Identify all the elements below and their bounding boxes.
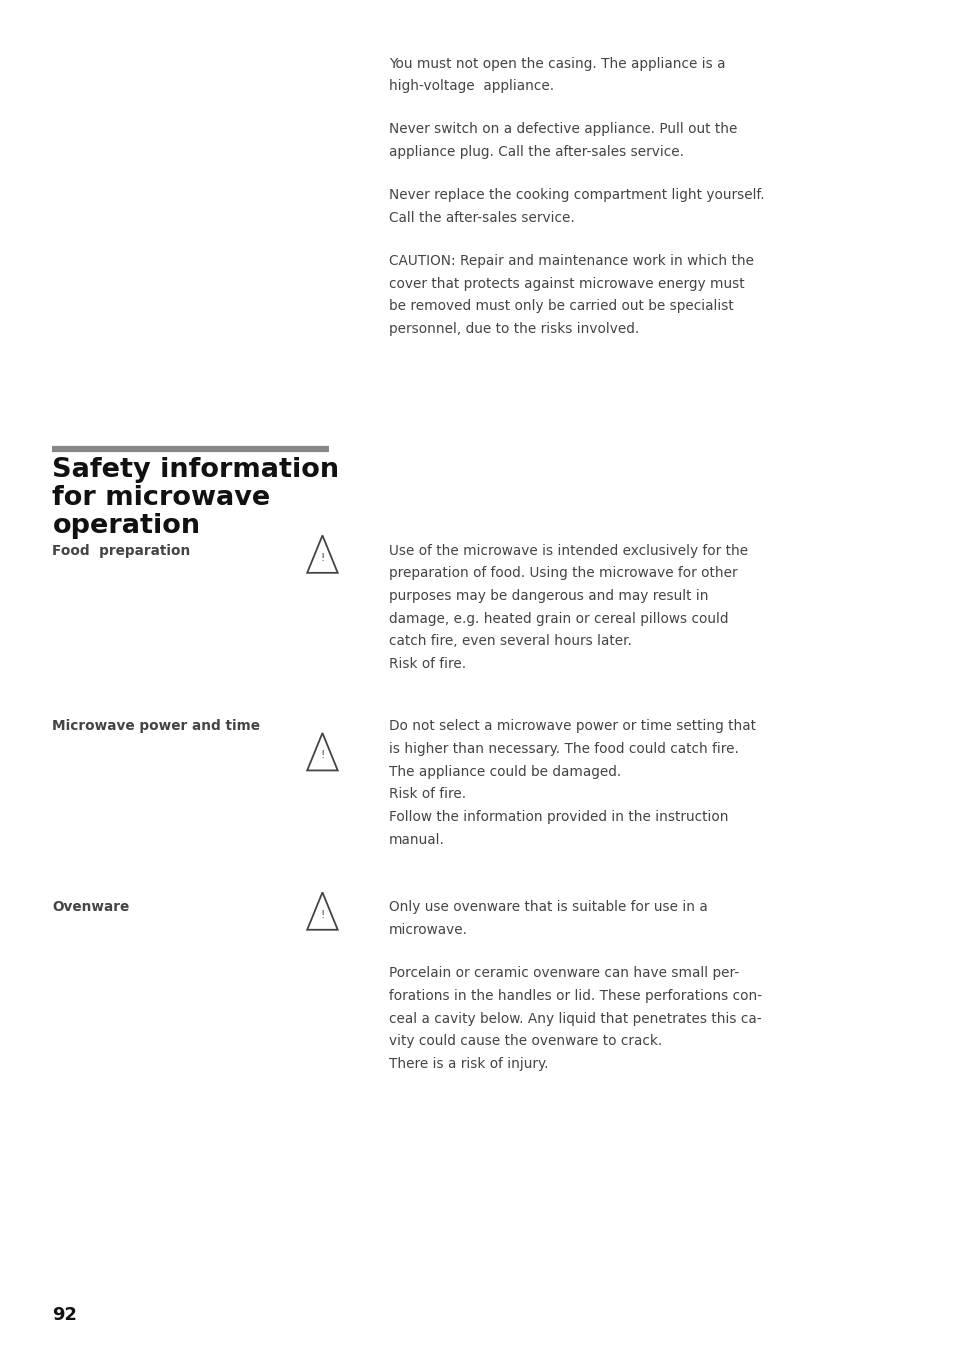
Text: The appliance could be damaged.: The appliance could be damaged. [389, 765, 620, 779]
Text: high-voltage  appliance.: high-voltage appliance. [389, 80, 554, 93]
Text: Microwave power and time: Microwave power and time [52, 719, 260, 733]
Text: Never switch on a defective appliance. Pull out the: Never switch on a defective appliance. P… [389, 123, 737, 137]
Text: 92: 92 [52, 1306, 77, 1324]
Text: cover that protects against microwave energy must: cover that protects against microwave en… [389, 277, 744, 291]
Text: ceal a cavity below. Any liquid that penetrates this ca-: ceal a cavity below. Any liquid that pen… [389, 1011, 761, 1026]
Text: forations in the handles or lid. These perforations con-: forations in the handles or lid. These p… [389, 988, 761, 1003]
Text: purposes may be dangerous and may result in: purposes may be dangerous and may result… [389, 589, 708, 603]
Text: You must not open the casing. The appliance is a: You must not open the casing. The applia… [389, 57, 725, 70]
Text: personnel, due to the risks involved.: personnel, due to the risks involved. [389, 322, 639, 337]
Text: Use of the microwave is intended exclusively for the: Use of the microwave is intended exclusi… [389, 544, 747, 557]
Text: Never replace the cooking compartment light yourself.: Never replace the cooking compartment li… [389, 188, 764, 203]
Text: Only use ovenware that is suitable for use in a: Only use ovenware that is suitable for u… [389, 900, 707, 914]
Text: Call the after-sales service.: Call the after-sales service. [389, 211, 575, 224]
Text: be removed must only be carried out be specialist: be removed must only be carried out be s… [389, 299, 733, 314]
Text: Ovenware: Ovenware [52, 900, 130, 914]
Text: !: ! [320, 750, 324, 760]
Text: !: ! [320, 910, 324, 919]
Text: CAUTION: Repair and maintenance work in which the: CAUTION: Repair and maintenance work in … [389, 254, 754, 268]
Text: manual.: manual. [389, 833, 445, 846]
Text: There is a risk of injury.: There is a risk of injury. [389, 1057, 548, 1071]
Text: appliance plug. Call the after-sales service.: appliance plug. Call the after-sales ser… [389, 145, 683, 160]
Text: Food  preparation: Food preparation [52, 544, 191, 557]
Text: Porcelain or ceramic ovenware can have small per-: Porcelain or ceramic ovenware can have s… [389, 967, 739, 980]
Text: is higher than necessary. The food could catch fire.: is higher than necessary. The food could… [389, 742, 739, 756]
Text: Safety information
for microwave
operation: Safety information for microwave operati… [52, 457, 339, 539]
Text: vity could cause the ovenware to crack.: vity could cause the ovenware to crack. [389, 1034, 661, 1048]
Text: Follow the information provided in the instruction: Follow the information provided in the i… [389, 810, 728, 825]
Text: catch fire, even several hours later.: catch fire, even several hours later. [389, 634, 632, 649]
Text: Risk of fire.: Risk of fire. [389, 657, 466, 671]
Text: damage, e.g. heated grain or cereal pillows could: damage, e.g. heated grain or cereal pill… [389, 611, 728, 626]
Text: Risk of fire.: Risk of fire. [389, 787, 466, 802]
Text: !: ! [320, 553, 324, 562]
Text: Do not select a microwave power or time setting that: Do not select a microwave power or time … [389, 719, 756, 733]
Text: microwave.: microwave. [389, 923, 468, 937]
Text: preparation of food. Using the microwave for other: preparation of food. Using the microwave… [389, 566, 737, 580]
